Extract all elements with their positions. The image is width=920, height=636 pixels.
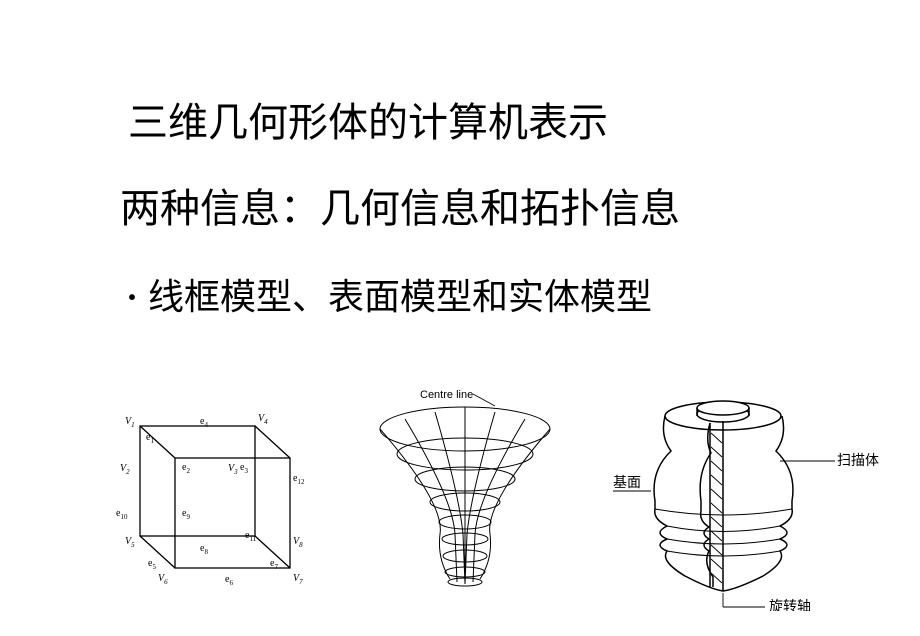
svg-text:e8: e8 — [200, 543, 208, 556]
page-subtitle: 两种信息：几何信息和拓扑信息 — [120, 176, 810, 234]
svg-text:V2: V2 — [120, 463, 130, 476]
svg-text:e1: e1 — [146, 432, 154, 445]
svg-text:V1: V1 — [125, 416, 135, 429]
svg-text:V5: V5 — [125, 536, 135, 549]
centre-line-label: Centre line — [420, 389, 473, 401]
svg-text:e12: e12 — [293, 473, 305, 486]
bullet-item: 线框模型、表面模型和实体模型 — [126, 268, 810, 320]
svg-text:e6: e6 — [225, 574, 233, 587]
svg-text:e7: e7 — [270, 558, 278, 571]
solid-model-figure: 基面 扫描体 旋转轴 — [605, 361, 885, 611]
page-title: 三维几何形体的计算机表示 — [128, 90, 810, 148]
svg-text:e2: e2 — [182, 462, 190, 475]
svg-text:V8: V8 — [293, 536, 303, 549]
sweep-body-label: 扫描体 — [837, 453, 879, 469]
svg-text:e9: e9 — [182, 508, 190, 521]
svg-text:e4: e4 — [200, 416, 208, 429]
surface-model-figure: Centre line — [345, 384, 575, 594]
svg-text:e10: e10 — [116, 508, 128, 521]
base-face-label: 基面 — [613, 474, 641, 491]
svg-text:V4: V4 — [258, 413, 268, 426]
svg-text:V7: V7 — [293, 573, 303, 586]
svg-text:e3: e3 — [240, 462, 248, 475]
rotation-axis-label: 旋转轴 — [769, 599, 811, 611]
svg-text:V6: V6 — [158, 573, 168, 586]
wireframe-cube-figure: V1 V4 V2 V3 V5 V8 V6 V7 e1 e2 e3 e4 e5 e… — [90, 396, 310, 606]
svg-text:V3: V3 — [228, 463, 238, 476]
svg-text:e5: e5 — [148, 558, 156, 571]
